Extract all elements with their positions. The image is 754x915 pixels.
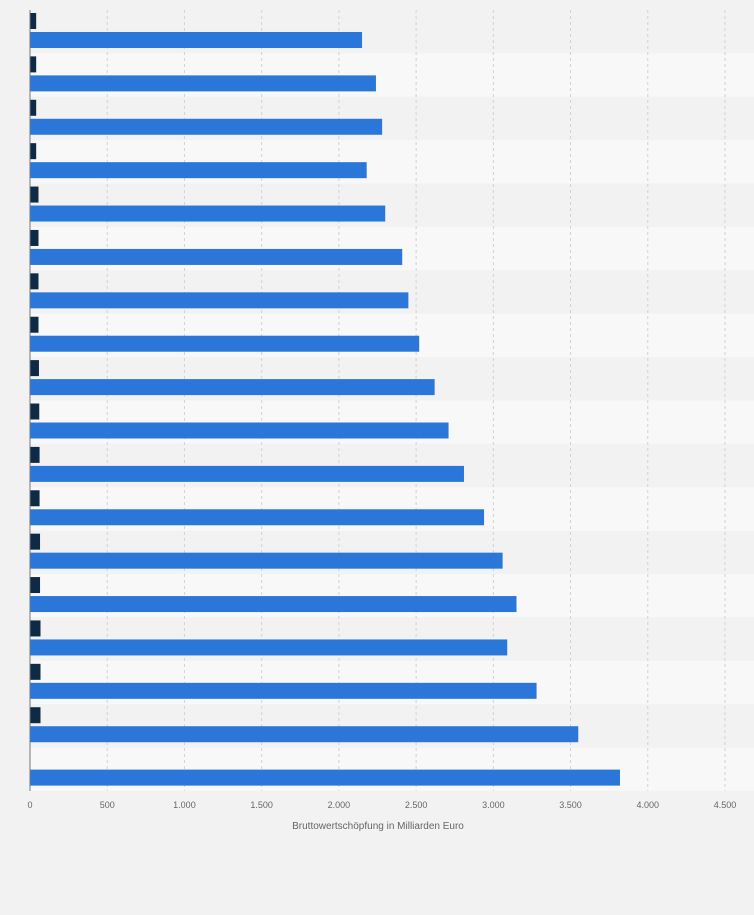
bar [30, 769, 620, 786]
x-tick-label: 3.500 [559, 800, 582, 810]
x-tick-label: 4.000 [637, 800, 660, 810]
bar [30, 186, 39, 203]
bar [30, 379, 435, 396]
bar [30, 143, 37, 160]
bar [30, 465, 464, 482]
x-tick-label: 2.500 [405, 800, 428, 810]
bar [30, 509, 485, 526]
bar [30, 533, 41, 550]
bar [30, 552, 503, 569]
bar [30, 620, 41, 637]
x-tick-label: 1.500 [250, 800, 273, 810]
bar [30, 205, 386, 222]
x-tick-label: 4.500 [714, 800, 737, 810]
x-axis-label: Bruttowertschöpfung in Milliarden Euro [292, 821, 464, 832]
bar [30, 248, 403, 265]
bar [30, 490, 40, 507]
bar [30, 118, 383, 135]
x-tick-label: 2.000 [328, 800, 351, 810]
x-tick-label: 3.000 [482, 800, 505, 810]
bar [30, 229, 39, 246]
bar [30, 99, 37, 116]
bar [30, 577, 41, 594]
bar [30, 162, 367, 179]
bar [30, 56, 37, 73]
bar [30, 707, 41, 724]
bar [30, 292, 409, 309]
bar [30, 273, 39, 290]
bar [30, 422, 449, 439]
bar [30, 682, 537, 699]
bar [30, 639, 508, 656]
bar [30, 403, 40, 420]
bar [30, 726, 579, 743]
x-tick-label: 500 [100, 800, 115, 810]
bar [30, 75, 376, 92]
bar [30, 446, 40, 463]
bar [30, 32, 363, 48]
bar [30, 13, 37, 29]
bar [30, 596, 517, 613]
bar [30, 316, 39, 333]
bar [30, 663, 41, 680]
bar [30, 335, 420, 352]
x-tick-label: 1.000 [173, 800, 196, 810]
bar [30, 360, 39, 377]
x-tick-label: 0 [27, 800, 32, 810]
